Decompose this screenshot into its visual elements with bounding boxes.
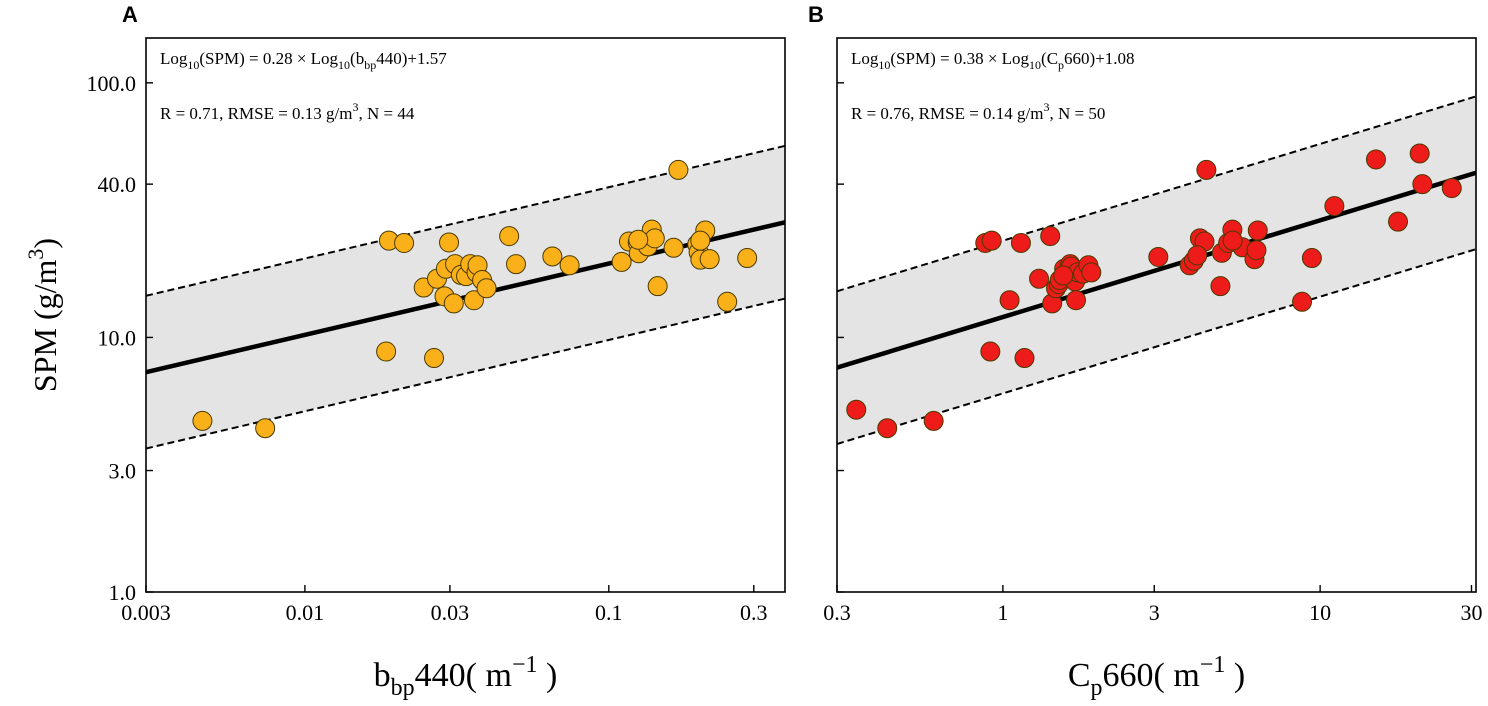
stats-annotation: R = 0.76, RMSE = 0.14 g/m3, N = 50	[851, 100, 1105, 123]
regression-line	[837, 170, 1476, 370]
panel-letter: A	[122, 2, 138, 27]
data-point	[1040, 226, 1061, 247]
data-point	[1409, 143, 1430, 164]
data-point	[1014, 348, 1035, 369]
data-point	[923, 410, 944, 431]
data-point	[999, 290, 1020, 311]
data-point	[476, 278, 497, 299]
panel-b: 0.3 1 3 10 30 B Log10(SPM) = 0.38 × Log10(Cp66…	[808, 2, 1482, 701]
equation-annotation: Log10(SPM) = 0.28 × Log10(bbp440)+1.57	[160, 49, 447, 72]
data-point	[443, 293, 464, 314]
data-point	[663, 237, 684, 258]
data-point	[1081, 262, 1102, 283]
plot-area	[146, 144, 785, 450]
data-point	[1065, 290, 1086, 311]
data-point	[424, 348, 445, 369]
data-point	[1210, 276, 1231, 297]
x-tick-label: 10	[1309, 600, 1331, 625]
stats-annotation: R = 0.71, RMSE = 0.13 g/m3, N = 44	[160, 100, 415, 123]
upper-bound-line	[837, 95, 1476, 293]
data-point	[1187, 245, 1208, 266]
y-tick-label: 10.0	[98, 325, 137, 350]
data-point	[192, 410, 213, 431]
data-point	[611, 251, 632, 272]
panel-a: 0.003 0.01 0.03 0.1 0.3 1.0 3.0 10.0 40.0 100.0 AL…	[23, 2, 786, 701]
data-point	[1246, 240, 1267, 261]
data-point	[1292, 291, 1313, 312]
x-tick-label: 0.3	[740, 600, 768, 625]
equation-annotation: Log10(SPM) = 0.38 × Log10(Cp660)+1.08	[851, 49, 1135, 72]
data-point	[1029, 268, 1050, 289]
x-tick-label: 1	[997, 600, 1008, 625]
y-tick-label: 3.0	[109, 459, 137, 484]
data-point	[981, 230, 1002, 251]
panel-letter: B	[808, 2, 824, 27]
y-tick-label: 40.0	[98, 172, 137, 197]
data-point	[1301, 248, 1322, 269]
data-point	[1388, 211, 1409, 232]
x-axis-label: Cp660( m−1 )	[1068, 652, 1245, 701]
data-point	[877, 418, 898, 439]
data-point	[1324, 196, 1345, 217]
data-point	[668, 159, 689, 180]
plot-frame	[145, 37, 786, 593]
data-point	[1010, 232, 1031, 253]
data-point	[980, 341, 1001, 362]
data-point	[628, 229, 649, 250]
data-points	[846, 143, 1462, 439]
x-tick-label: 0.3	[823, 600, 851, 625]
data-point	[1053, 265, 1074, 286]
y-tick-label: 1.0	[109, 580, 137, 605]
plot-area	[837, 95, 1476, 445]
data-point	[394, 232, 415, 253]
data-point	[1196, 159, 1217, 180]
plot-frame	[836, 37, 1477, 593]
x-tick-label: 0.1	[595, 600, 623, 625]
data-point	[717, 291, 738, 312]
data-point	[1247, 220, 1268, 241]
y-axis-label: SPM (g/m3)	[23, 238, 63, 392]
data-point	[1148, 246, 1169, 267]
data-point	[463, 290, 484, 311]
data-point	[1222, 230, 1243, 251]
data-points	[192, 159, 758, 439]
data-point	[690, 230, 711, 251]
x-tick-label: 0.01	[286, 600, 325, 625]
x-tick-label: 30	[1460, 600, 1482, 625]
x-tick-label: 0.03	[431, 600, 470, 625]
x-axis-label: bbp440( m−1 )	[374, 652, 558, 701]
x-tick-label: 0.003	[121, 600, 171, 625]
data-point	[439, 232, 460, 253]
y-tick-label: 100.0	[87, 71, 137, 96]
data-point	[1441, 178, 1462, 199]
x-tick-label: 3	[1149, 600, 1160, 625]
data-point	[737, 248, 758, 269]
data-point	[559, 255, 580, 276]
data-point	[647, 276, 668, 297]
data-point	[1412, 174, 1433, 195]
data-point	[499, 226, 520, 247]
data-point	[542, 246, 563, 267]
data-point	[255, 418, 276, 439]
data-point	[505, 254, 526, 275]
data-point	[376, 341, 397, 362]
lower-bound-line	[837, 248, 1476, 445]
data-point	[1365, 149, 1386, 170]
data-point	[846, 399, 867, 420]
data-point	[699, 249, 720, 270]
